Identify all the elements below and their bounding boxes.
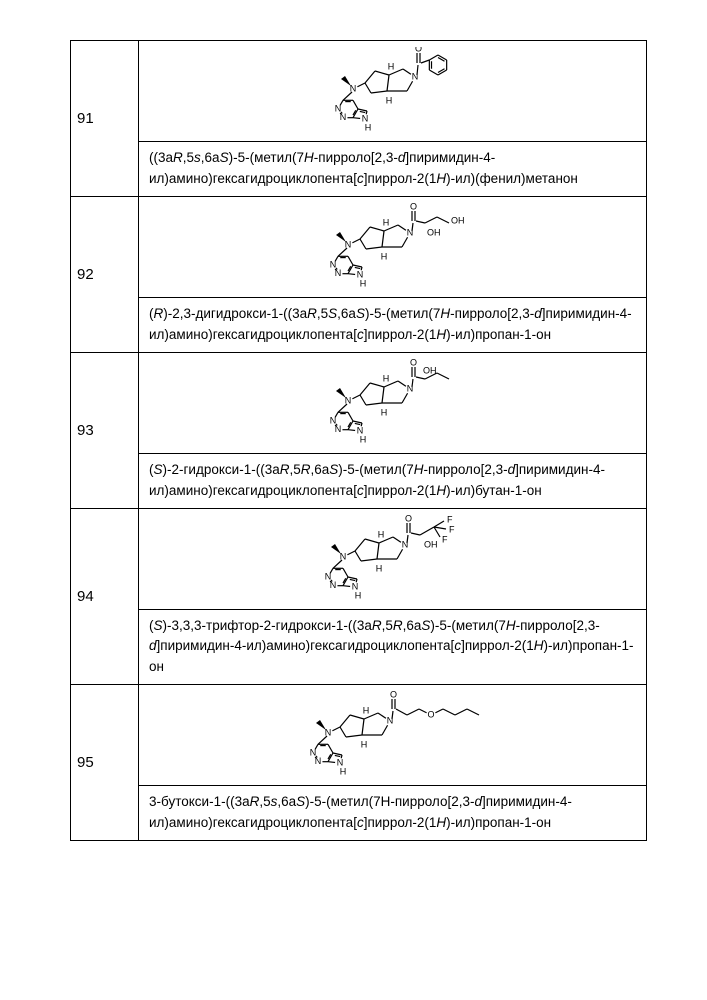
compound-name: (R)-2,3-дигидрокси-1-((3aR,5S,6aS)-5-(ме… <box>139 297 647 352</box>
svg-text:N: N <box>349 83 356 93</box>
svg-text:O: O <box>404 515 411 523</box>
compound-name: (S)-3,3,3-трифтор-2-гидрокси-1-((3aR,5R,… <box>139 609 647 685</box>
svg-text:O: O <box>409 359 416 367</box>
svg-text:H: H <box>382 217 389 227</box>
svg-text:F: F <box>447 515 453 524</box>
svg-text:H: H <box>339 767 346 777</box>
svg-text:H: H <box>382 373 389 383</box>
svg-text:H: H <box>385 95 392 105</box>
svg-text:H: H <box>377 529 384 539</box>
compound-number: 94 <box>71 508 139 685</box>
svg-text:H: H <box>360 740 367 750</box>
svg-text:N: N <box>339 551 346 561</box>
svg-text:H: H <box>375 563 382 573</box>
svg-text:H: H <box>387 61 394 71</box>
svg-text:O: O <box>427 710 434 720</box>
svg-text:N: N <box>314 756 321 766</box>
svg-text:H: H <box>362 706 369 716</box>
structure-cell: NHHNOONNNH <box>139 685 647 786</box>
svg-text:H: H <box>359 434 366 444</box>
compound-table: 91 N H H N O N N N H ((3aR,5s,6aS)-5-(метил(7H-пир… <box>70 40 647 841</box>
svg-text:OH: OH <box>451 215 465 225</box>
compound-name: ((3aR,5s,6aS)-5-(метил(7H-пирроло[2,3-d]… <box>139 142 647 197</box>
svg-text:H: H <box>359 278 366 288</box>
svg-text:N: N <box>334 268 341 278</box>
compound-number: 93 <box>71 352 139 508</box>
svg-text:N: N <box>339 112 346 122</box>
svg-text:O: O <box>414 47 421 53</box>
svg-text:N: N <box>324 728 331 738</box>
svg-text:H: H <box>380 407 387 417</box>
svg-text:N: N <box>334 424 341 434</box>
compound-name: (S)-2-гидрокси-1-((3aR,5R,6aS)-5-(метил(… <box>139 453 647 508</box>
svg-text:OH: OH <box>423 365 437 375</box>
svg-text:OH: OH <box>424 539 438 549</box>
structure-cell: NHHNOOHNNNH <box>139 352 647 453</box>
svg-text:H: H <box>364 122 371 132</box>
svg-text:OH: OH <box>427 227 441 237</box>
compound-number: 92 <box>71 196 139 352</box>
compound-number: 95 <box>71 685 139 841</box>
svg-text:N: N <box>329 580 336 590</box>
structure-cell: NHHNOOHOHNNNH <box>139 196 647 297</box>
compound-number: 91 <box>71 41 139 197</box>
svg-text:N: N <box>344 239 351 249</box>
svg-text:O: O <box>409 203 416 211</box>
structure-cell: NHHNONNNH <box>139 41 647 142</box>
structure-cell: NHHNOOHFFFNNNH <box>139 508 647 609</box>
svg-text:H: H <box>354 590 361 600</box>
svg-text:F: F <box>442 534 448 544</box>
svg-text:H: H <box>380 251 387 261</box>
svg-text:N: N <box>344 395 351 405</box>
svg-text:O: O <box>389 691 396 699</box>
svg-text:F: F <box>449 524 455 534</box>
compound-name: 3-бутокси-1-((3aR,5s,6aS)-5-(метил(7H-пи… <box>139 786 647 841</box>
